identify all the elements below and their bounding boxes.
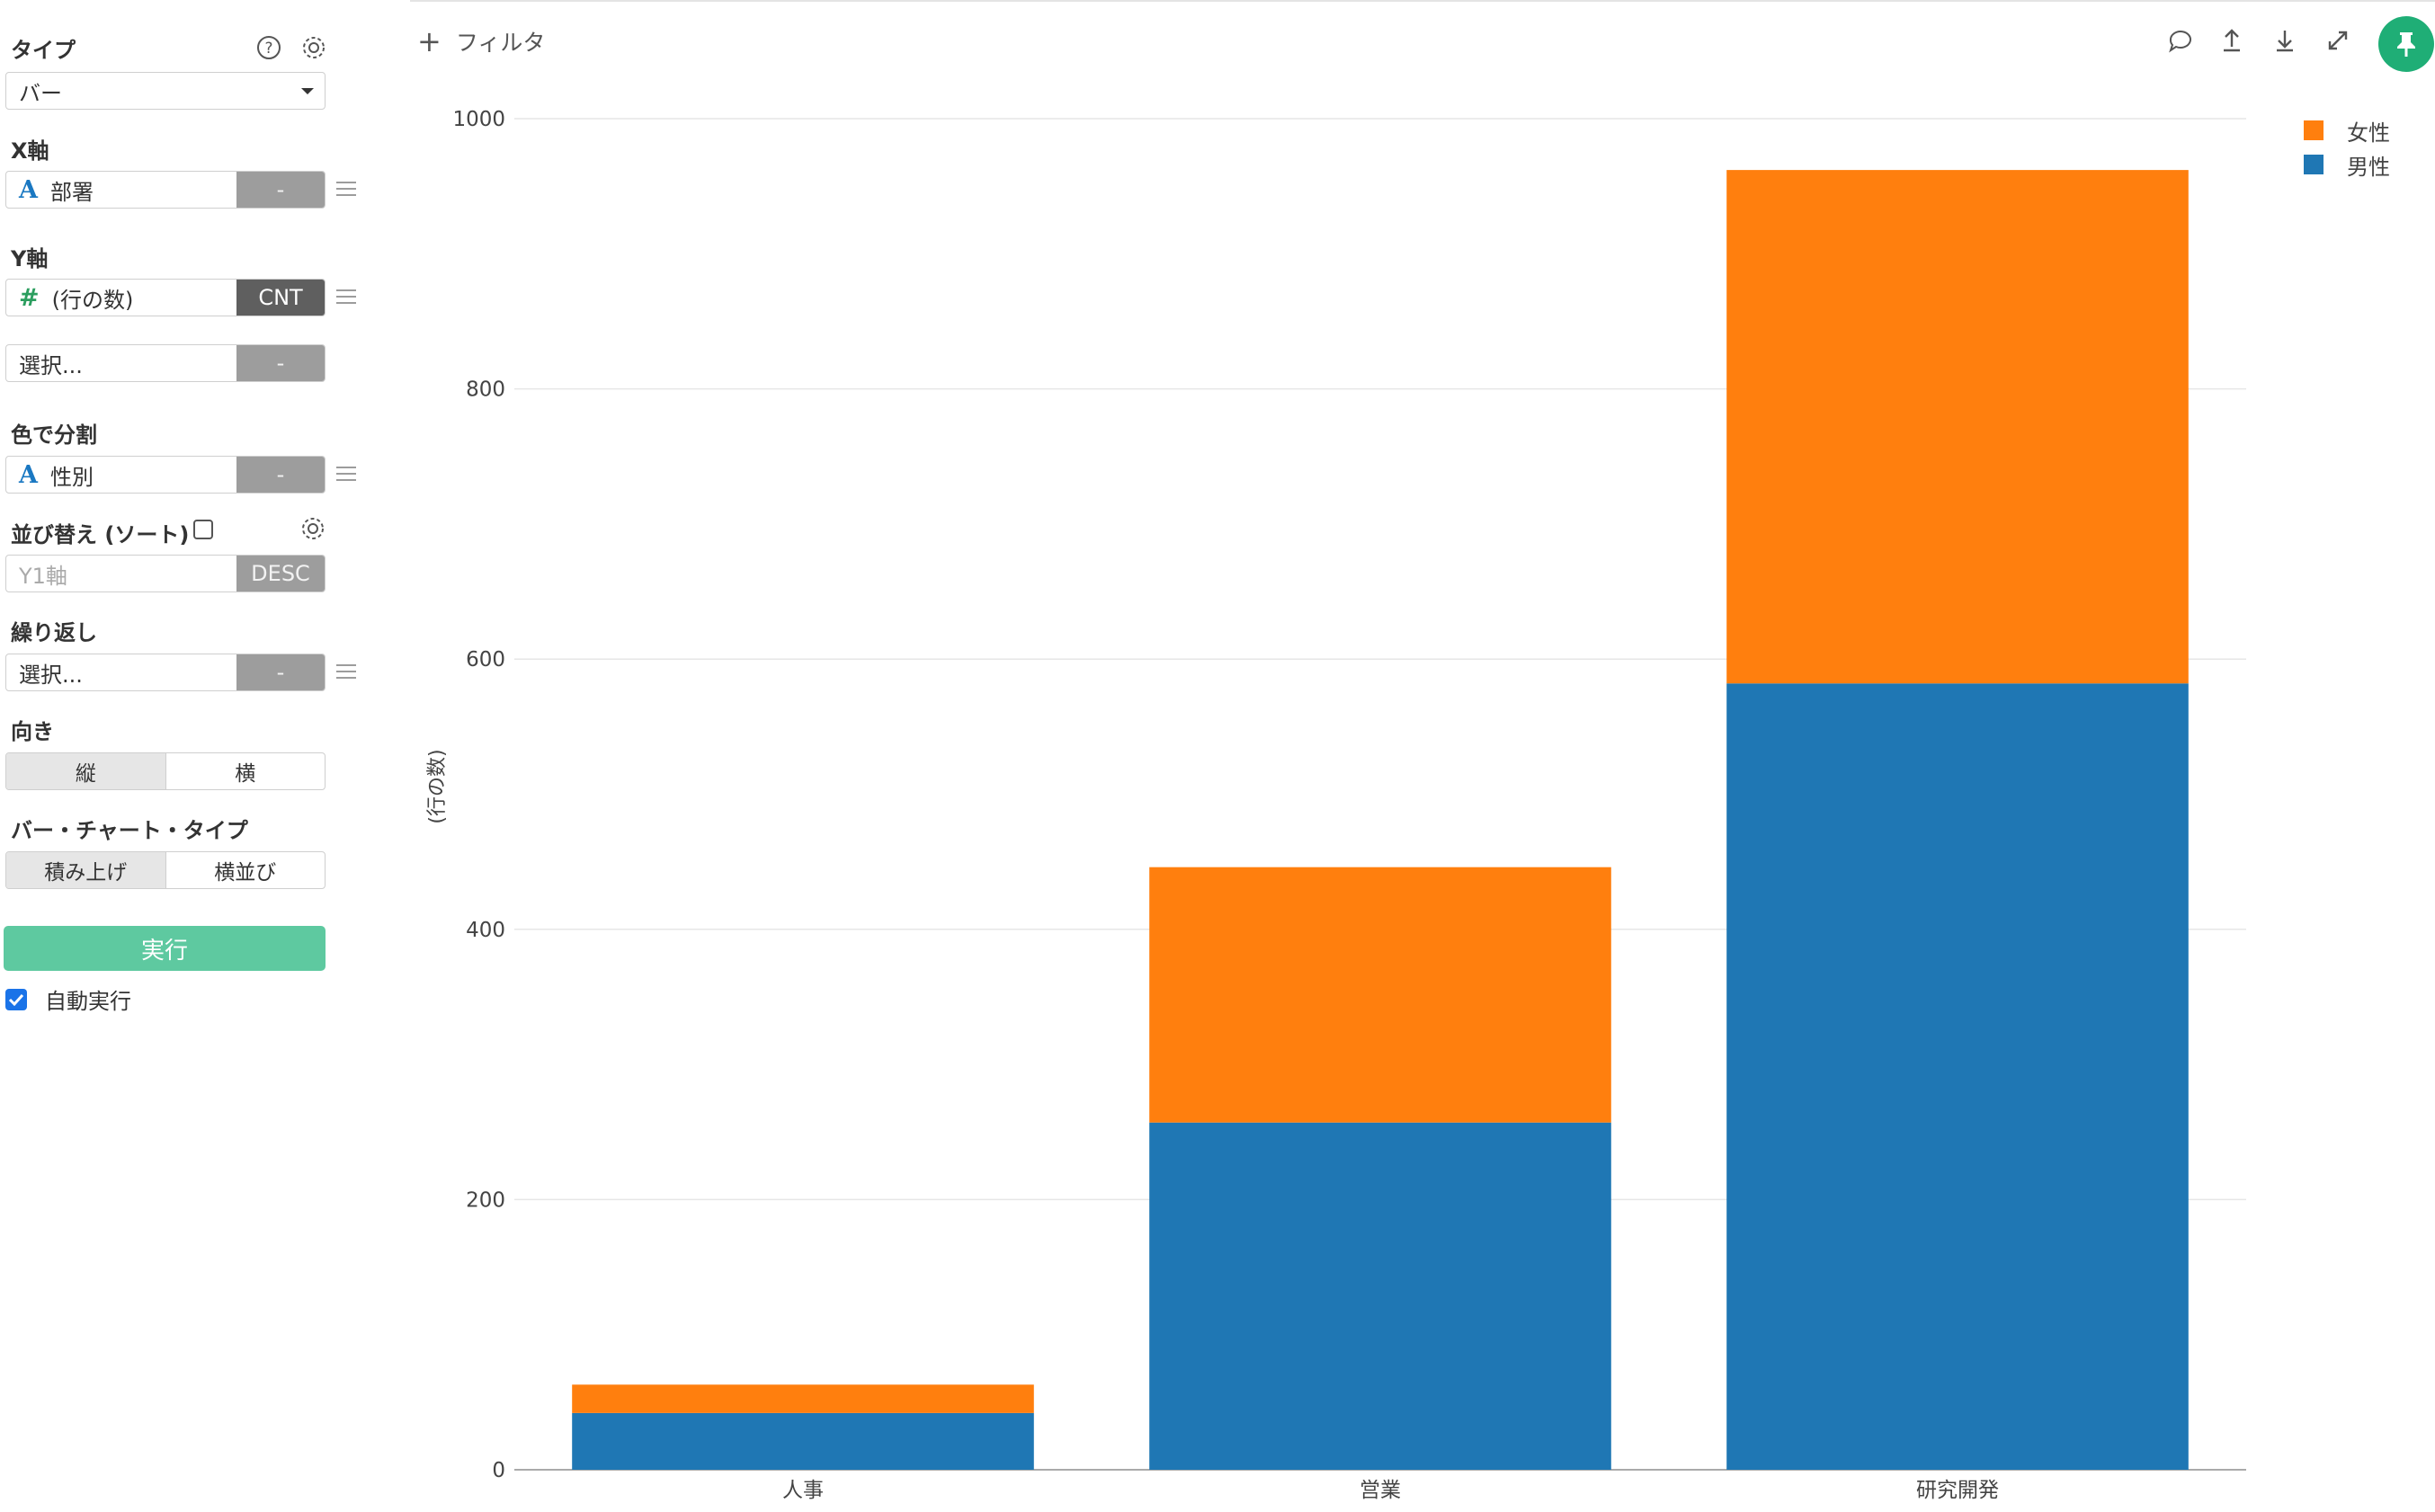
run-button[interactable]: 実行 [4,926,326,971]
auto-run-checkbox[interactable] [5,988,27,1010]
sort-gear-icon[interactable] [299,515,326,542]
y-tick-label: 400 [466,919,505,942]
y-tick-label: 800 [466,378,505,402]
x-axis-labels: 人事 営業 研究開発 [782,1479,1999,1502]
type-select[interactable]: バー [5,72,326,110]
chevron-down-icon [301,88,314,94]
orientation-label: 向き [11,719,54,744]
toolbar-divider [410,0,2435,2]
x-axis-label: X軸 [11,138,49,164]
y-axis-aggregate-button[interactable]: CNT [236,280,325,316]
color-split-field[interactable]: A 性別 - [5,456,326,494]
repeat-label: 繰り返し [11,620,97,645]
bar-segment[interactable] [572,1384,1034,1413]
upload-icon[interactable] [2216,25,2247,56]
orientation-toggle: 縦 横 [5,752,326,790]
y-axis-ticks: 0 200 400 600 800 1000 [452,108,505,1482]
orientation-vertical-option[interactable]: 縦 [6,753,166,789]
comment-icon[interactable] [2165,25,2196,56]
number-type-icon: # [19,283,40,312]
sort-field[interactable]: Y1軸 DESC [5,555,326,592]
repeat-field[interactable]: 選択... - [5,654,326,691]
y-axis-title: (行の数) [426,749,449,823]
y-axis-label: Y軸 [11,246,49,271]
legend-swatch-female [2304,120,2324,140]
svg-text:?: ? [264,40,272,58]
legend-swatch-male [2304,155,2324,174]
legend-label-male: 男性 [2347,154,2390,180]
bar-type-grouped-option[interactable]: 横並び [214,861,277,885]
repeat-aggregate-button[interactable]: - [236,654,325,690]
sort-field-placeholder: Y1軸 [19,563,67,589]
bar-segment[interactable] [1149,867,1611,1123]
bar-chart-type-label: バー・チャート・タイプ [11,818,248,843]
y-axis-field[interactable]: # (行の数) CNT [5,279,326,316]
x-tick-label: 人事 [782,1479,824,1502]
y-tick-label: 0 [492,1459,505,1482]
auto-run-row: 自動実行 [5,983,131,1015]
chart-bars [572,170,2189,1470]
y-axis-2-aggregate-button[interactable]: - [236,345,325,381]
type-label: タイプ [11,38,76,63]
y-tick-label: 200 [466,1188,505,1212]
bar-type-stacked-option[interactable]: 積み上げ [6,852,166,888]
gear-icon[interactable] [300,34,327,61]
bar-segment[interactable] [1726,683,2189,1470]
x-axis-menu-icon[interactable] [336,182,356,198]
y-tick-label: 1000 [452,108,505,131]
color-split-label: 色で分割 [11,422,97,448]
repeat-menu-icon[interactable] [336,664,356,680]
plus-icon: + [417,24,442,58]
expand-icon[interactable] [2323,25,2353,56]
y-axis-field-2[interactable]: 選択... - [5,344,326,382]
type-select-value: バー [19,80,62,106]
x-tick-label: 営業 [1360,1479,1401,1502]
x-axis-field[interactable]: A 部署 - [5,171,326,209]
bar-segment[interactable] [1726,170,2189,684]
pin-button[interactable] [2378,16,2434,72]
chart-config-panel: タイプ ? バー X軸 A 部署 - Y軸 # (行の数) CNT 選択... … [0,0,360,1512]
legend-item-male[interactable]: 男性 [2304,147,2390,182]
download-icon[interactable] [2270,25,2300,56]
x-axis-aggregate-button[interactable]: - [236,172,325,208]
bar-segment[interactable] [572,1412,1034,1470]
sort-label: 並び替え (ソート) [11,522,190,547]
y-axis-field-name: (行の数) [51,287,134,313]
color-split-field-name: 性別 [49,464,94,490]
auto-run-label: 自動実行 [45,989,131,1014]
color-split-menu-icon[interactable] [336,467,356,483]
y-tick-label: 600 [466,648,505,672]
y-axis-menu-icon[interactable] [336,289,356,306]
x-tick-label: 研究開発 [1916,1479,1999,1502]
bar-segment[interactable] [1149,1122,1611,1470]
add-filter-button[interactable]: + フィルタ [417,25,545,58]
sort-checkbox[interactable] [193,520,213,539]
check-icon [8,993,24,1006]
sort-order-button[interactable]: DESC [236,556,325,591]
y-axis-field-2-placeholder: 選択... [19,352,83,378]
string-type-icon: A [19,460,38,489]
legend-label-female: 女性 [2347,120,2390,146]
chart-legend: 女性 男性 [2304,113,2390,182]
legend-item-female[interactable]: 女性 [2304,113,2390,147]
string-type-icon: A [19,175,38,204]
pin-icon [2397,32,2415,57]
x-axis-field-name: 部署 [49,179,94,205]
repeat-field-placeholder: 選択... [19,662,83,688]
orientation-horizontal-option[interactable]: 横 [235,762,256,786]
bar-chart-type-toggle: 積み上げ 横並び [5,851,326,889]
color-split-aggregate-button[interactable]: - [236,457,325,493]
help-icon[interactable]: ? [255,34,282,61]
filter-label: フィルタ [455,30,546,56]
